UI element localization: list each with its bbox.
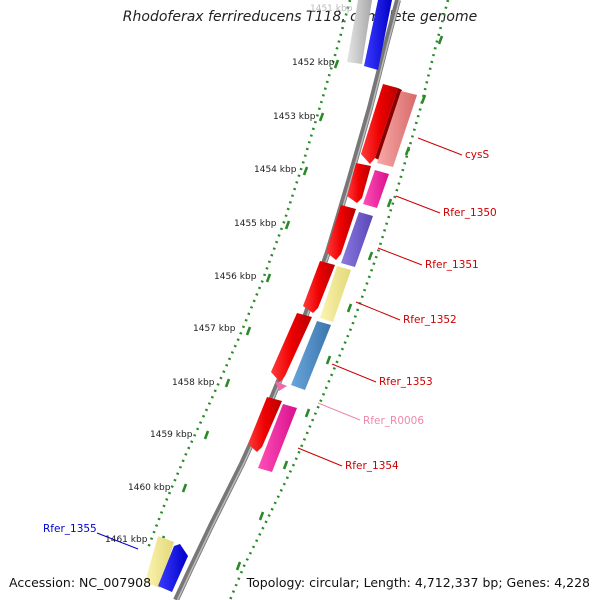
gene-box-Rfer_1351[interactable] <box>341 212 373 267</box>
tick-labels: 1451 kbp 1452 kbp 1453 kbp 1454 kbp 1455… <box>105 4 353 545</box>
gene-label-Rfer_1353[interactable]: Rfer_1353 <box>379 376 433 388</box>
tick-label-1457: 1457 kbp <box>193 324 236 334</box>
gene-arrow-Rfer_1354[interactable] <box>248 397 282 452</box>
tick-label-1453: 1453 kbp <box>273 112 316 122</box>
tick-label-1460: 1460 kbp <box>128 483 171 493</box>
gene-arrow-Rfer_1351[interactable] <box>326 205 356 260</box>
tick-label-1454: 1454 kbp <box>254 165 297 175</box>
gene-arrow-cysS[interactable] <box>361 84 398 164</box>
gene-marker-Rfer_R0006[interactable] <box>275 381 287 391</box>
tick-label-1461: 1461 kbp <box>105 535 148 545</box>
gene-box-Rfer_1352[interactable] <box>320 266 351 322</box>
tick-label-1452: 1452 kbp <box>292 58 335 68</box>
tick-label-1458: 1458 kbp <box>172 378 215 388</box>
gene-arrow-Rfer_1353[interactable] <box>271 313 312 382</box>
gene-feature-grey-top[interactable] <box>347 0 372 64</box>
gene-label-Rfer_R0006[interactable]: Rfer_R0006 <box>363 415 424 427</box>
gene-label-Rfer_1350[interactable]: Rfer_1350 <box>443 207 497 219</box>
gene-box-Rfer_1350[interactable] <box>363 170 389 208</box>
gene-box-Rfer_1355[interactable] <box>145 536 174 588</box>
gene-label-Rfer_1355[interactable]: Rfer_1355 <box>43 523 97 535</box>
tick-label-1455: 1455 kbp <box>234 219 277 229</box>
gene-box-Rfer_1354[interactable] <box>258 404 297 472</box>
callout-lines <box>96 137 463 550</box>
tick-label-1459: 1459 kbp <box>150 430 193 440</box>
tick-label-1451: 1451 kbp <box>310 4 353 14</box>
gene-label-Rfer_1351[interactable]: Rfer_1351 <box>425 259 479 271</box>
genome-summary-text: Topology: circular; Length: 4,712,337 bp… <box>246 575 590 590</box>
gene-product-boxes <box>145 91 417 592</box>
gene-arrow-Rfer_1355[interactable] <box>158 544 188 592</box>
gene-arrow-Rfer_1352[interactable] <box>303 261 335 313</box>
gene-box-Rfer_1353[interactable] <box>291 321 331 390</box>
scale-ruler-inner <box>146 0 352 549</box>
gene-label-cysS[interactable]: cysS <box>465 149 489 161</box>
accession-text: Accession: NC_007908 <box>9 575 152 590</box>
gene-feature-blue-top[interactable] <box>364 0 392 70</box>
tick-label-1456: 1456 kbp <box>214 272 257 282</box>
genome-backbone <box>173 0 401 600</box>
gene-arrow-Rfer_1350[interactable] <box>347 163 371 203</box>
forward-strand-genes <box>248 0 402 452</box>
gene-box-cysS[interactable] <box>377 91 417 167</box>
gene-labels: cysS Rfer_1350 Rfer_1351 Rfer_1352 Rfer_… <box>43 149 497 535</box>
scale-ruler-outer <box>228 0 450 600</box>
gene-label-Rfer_1354[interactable]: Rfer_1354 <box>345 460 399 472</box>
tick-marks-outer <box>235 35 444 571</box>
gene-label-Rfer_1352[interactable]: Rfer_1352 <box>403 314 457 326</box>
genome-backbone-highlight <box>176 0 401 600</box>
